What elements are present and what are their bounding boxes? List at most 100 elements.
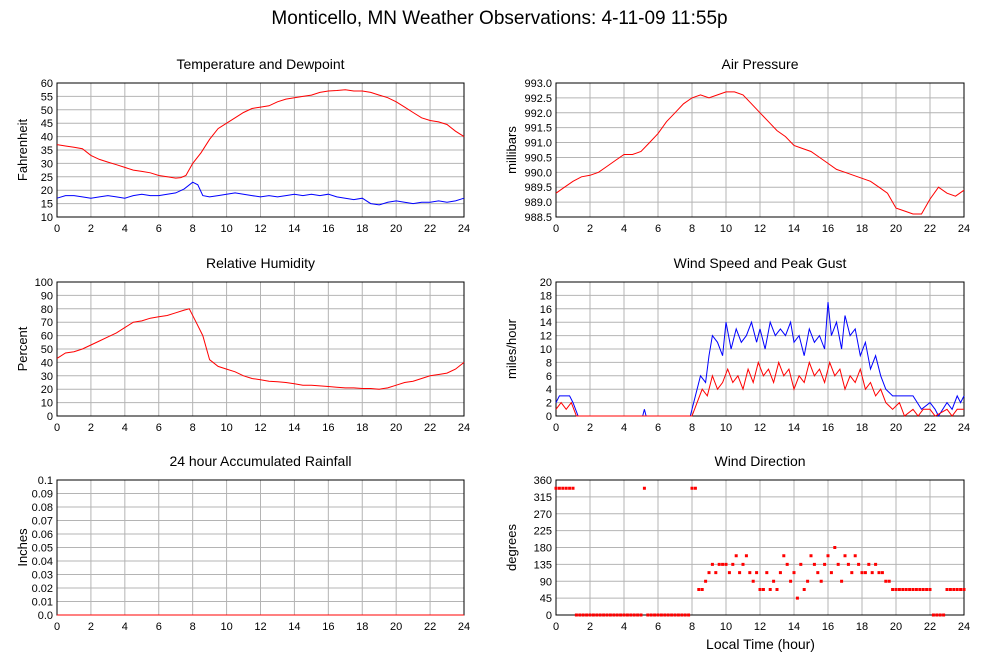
y-tick-label: 20 bbox=[41, 384, 53, 396]
direction-point bbox=[690, 486, 694, 490]
y-tick-label: 50 bbox=[41, 344, 53, 356]
x-tick-label: 16 bbox=[322, 621, 334, 633]
series-line-rh-0 bbox=[56, 308, 465, 390]
chart-title: 24 hour Accumulated Rainfall bbox=[169, 453, 351, 469]
y-tick-label: 180 bbox=[534, 543, 552, 555]
y-tick-label: 989.5 bbox=[524, 182, 552, 194]
direction-point bbox=[612, 613, 616, 617]
direction-point bbox=[653, 613, 657, 617]
x-tick-label: 4 bbox=[621, 223, 627, 235]
direction-point bbox=[782, 554, 786, 558]
x-tick-label: 12 bbox=[754, 621, 766, 633]
direction-point bbox=[877, 571, 881, 575]
direction-point bbox=[574, 613, 578, 617]
y-tick-label: 4 bbox=[546, 384, 552, 396]
y-tick-label: 990.5 bbox=[524, 152, 552, 164]
x-tick-label: 0 bbox=[553, 621, 559, 633]
direction-point bbox=[795, 596, 799, 600]
direction-point bbox=[775, 588, 779, 591]
x-tick-label: 20 bbox=[390, 621, 402, 633]
plot-frame bbox=[555, 281, 965, 417]
y-tick-label: 20 bbox=[540, 277, 552, 289]
direction-point bbox=[918, 588, 922, 591]
y-tick-label: 18 bbox=[540, 290, 552, 302]
series-line-press-0 bbox=[555, 91, 965, 215]
plot-frame bbox=[56, 281, 465, 417]
direction-point bbox=[581, 613, 585, 617]
y-tick-label: 988.5 bbox=[524, 212, 552, 224]
direction-point bbox=[568, 486, 572, 490]
direction-point bbox=[812, 562, 816, 566]
direction-point bbox=[867, 562, 871, 566]
direction-point bbox=[891, 588, 895, 591]
direction-point bbox=[741, 562, 745, 566]
direction-point bbox=[666, 613, 670, 617]
y-tick-label: 6 bbox=[546, 371, 552, 383]
direction-point bbox=[561, 486, 565, 490]
chart-title: Air Pressure bbox=[721, 56, 798, 72]
direction-point bbox=[578, 613, 582, 617]
direction-point bbox=[768, 588, 772, 591]
y-tick-label: 12 bbox=[540, 331, 552, 343]
direction-point bbox=[588, 613, 592, 617]
y-tick-label: 14 bbox=[540, 317, 552, 329]
x-tick-label: 24 bbox=[458, 223, 470, 235]
x-tick-label: 10 bbox=[720, 223, 732, 235]
y-tick-label: 35 bbox=[41, 145, 53, 157]
x-tick-label: 4 bbox=[122, 621, 128, 633]
direction-point bbox=[707, 571, 711, 575]
x-tick-label: 4 bbox=[621, 422, 627, 434]
x-tick-label: 0 bbox=[553, 422, 559, 434]
x-tick-label: 16 bbox=[822, 621, 834, 633]
y-tick-label: 10 bbox=[41, 398, 53, 410]
x-tick-label: 20 bbox=[890, 223, 902, 235]
x-tick-label: 22 bbox=[424, 422, 436, 434]
y-tick-label: 0.0 bbox=[38, 610, 53, 622]
y-tick-label: 0.06 bbox=[32, 529, 53, 541]
direction-point bbox=[717, 562, 721, 566]
chart-title: Wind Direction bbox=[714, 453, 805, 469]
x-tick-label: 8 bbox=[190, 223, 196, 235]
y-tick-label: 60 bbox=[41, 78, 53, 90]
y-tick-label: 45 bbox=[540, 593, 552, 605]
chart-title: Temperature and Dewpoint bbox=[176, 56, 344, 72]
y-tick-label: 135 bbox=[534, 559, 552, 571]
y-tick-label: 25 bbox=[41, 172, 53, 184]
x-tick-label: 20 bbox=[390, 223, 402, 235]
direction-point bbox=[823, 562, 827, 566]
direction-point bbox=[846, 562, 850, 566]
direction-point bbox=[625, 613, 629, 617]
direction-point bbox=[938, 613, 942, 617]
direction-point bbox=[843, 554, 847, 558]
x-tick-label: 12 bbox=[254, 621, 266, 633]
direction-point bbox=[874, 562, 878, 566]
x-tick-label: 20 bbox=[390, 422, 402, 434]
x-tick-label: 6 bbox=[655, 223, 661, 235]
direction-point bbox=[744, 554, 748, 558]
y-tick-label: 40 bbox=[41, 132, 53, 144]
direction-point bbox=[850, 571, 854, 575]
direction-point bbox=[659, 613, 663, 617]
x-tick-label: 6 bbox=[156, 223, 162, 235]
x-tick-label: 14 bbox=[288, 422, 300, 434]
direction-point bbox=[935, 613, 939, 617]
direction-point bbox=[683, 613, 687, 617]
direction-point bbox=[761, 588, 765, 591]
x-tick-label: 2 bbox=[88, 422, 94, 434]
y-tick-label: 70 bbox=[41, 317, 53, 329]
direction-point bbox=[948, 588, 952, 591]
direction-point bbox=[585, 613, 589, 617]
x-tick-label: 12 bbox=[254, 422, 266, 434]
x-tick-label: 8 bbox=[689, 621, 695, 633]
plot-frame bbox=[56, 82, 465, 218]
direction-point bbox=[758, 588, 762, 591]
direction-point bbox=[564, 486, 568, 490]
y-tick-label: 45 bbox=[41, 118, 53, 130]
direction-point bbox=[734, 554, 738, 558]
y-tick-label: 0.09 bbox=[32, 489, 53, 501]
